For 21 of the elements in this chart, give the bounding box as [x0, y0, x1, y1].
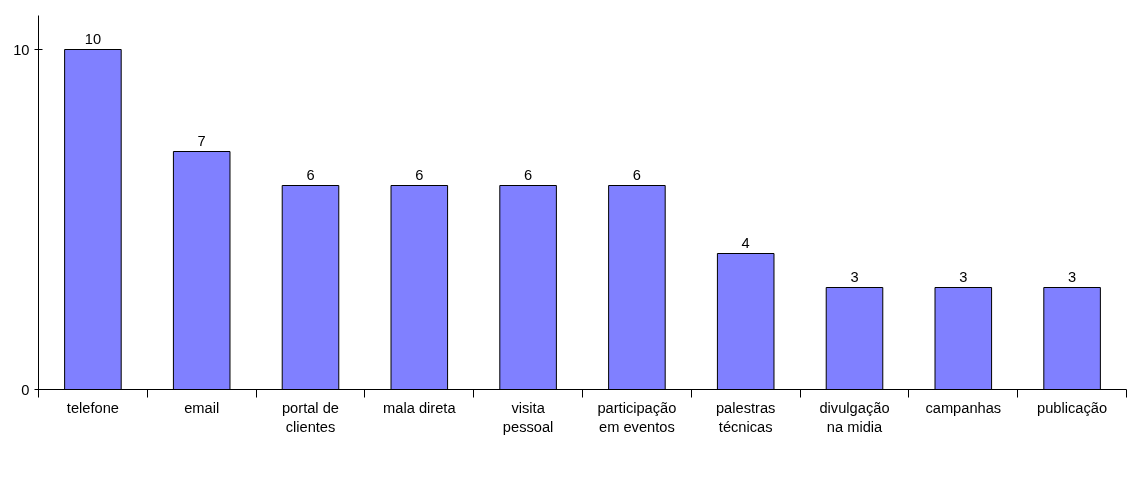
- x-tick-label: publicação: [1037, 399, 1108, 416]
- data-label: 4: [741, 234, 750, 251]
- data-label: 6: [524, 166, 533, 183]
- x-tick-label: divulgação na midia: [819, 399, 890, 435]
- data-label: 3: [1068, 268, 1077, 285]
- x-tick-label: campanhas: [925, 399, 1002, 416]
- x-tick-label: visita pessoal: [502, 399, 554, 435]
- x-tick-label: portal de clientes: [281, 399, 340, 435]
- data-label: 6: [306, 166, 315, 183]
- x-tick-label: email: [184, 399, 220, 416]
- data-label: 6: [415, 166, 424, 183]
- data-label: 10: [84, 30, 102, 47]
- x-tick-label: palestras técnicas: [715, 399, 776, 435]
- data-label: 7: [197, 132, 206, 149]
- y-tick-label: 0: [21, 381, 30, 398]
- x-tick-label: mala direta: [383, 399, 457, 416]
- data-label: 3: [959, 268, 968, 285]
- x-tick-label: participação em eventos: [597, 399, 677, 435]
- data-label: 3: [850, 268, 859, 285]
- data-label: 6: [632, 166, 641, 183]
- x-tick-label: telefone: [66, 399, 119, 416]
